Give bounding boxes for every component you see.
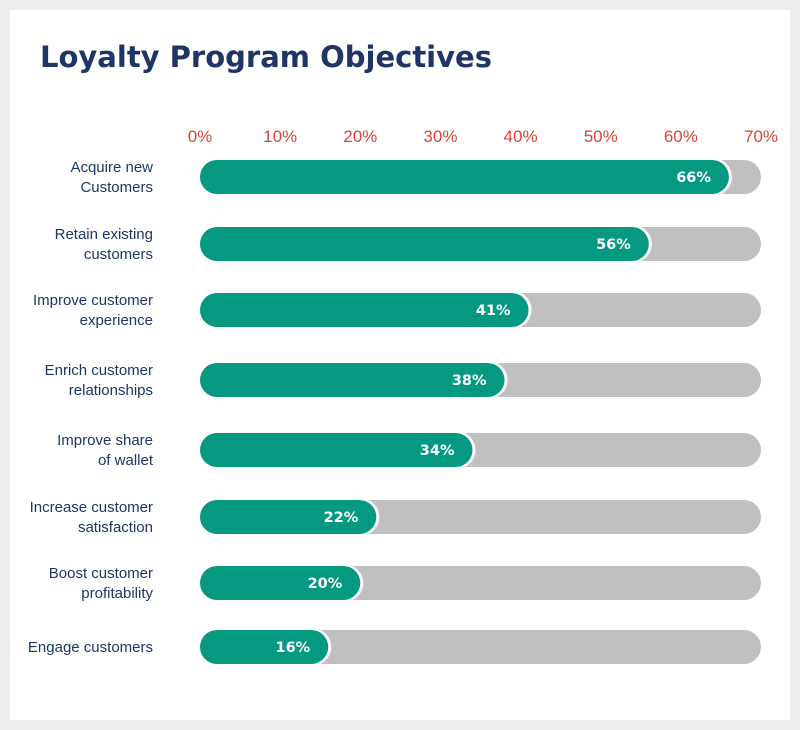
category-label-line: customers [84, 246, 153, 263]
bar [200, 160, 729, 194]
data-label: 38% [452, 373, 487, 389]
x-tick-label: 30% [423, 127, 457, 146]
data-label: 41% [476, 303, 511, 319]
bar-chart: 0% 10% 20% 30% 40% 50% 60% 70% 66% Acquire new Cus… [28, 127, 778, 666]
x-tick-label: 20% [343, 127, 377, 146]
category-label-line: profitability [81, 585, 153, 602]
chart-title: Loyalty Program Objectives [40, 40, 492, 74]
category-label-line: Customers [80, 179, 153, 196]
bar [200, 566, 361, 600]
category-label: Improve customer experience [33, 292, 153, 329]
category-label: Increase customer satisfaction [30, 499, 153, 536]
bar [200, 293, 529, 327]
category-label: Enrich customer relationships [45, 362, 153, 399]
category-label: Acquire new Customers [70, 159, 153, 196]
bar [200, 433, 473, 467]
data-label: 22% [324, 510, 359, 526]
x-tick-label: 50% [584, 127, 618, 146]
bar [200, 227, 649, 261]
category-label-line: Engage customers [28, 639, 153, 656]
bar [200, 630, 329, 664]
category-label: Improve share of wallet [57, 432, 154, 469]
category-label-line: Retain existing [55, 226, 153, 243]
category-label-line: satisfaction [78, 519, 153, 536]
x-tick-label: 0% [188, 127, 213, 146]
category-label-line: Boost customer [49, 565, 153, 582]
category-label-line: Improve share [57, 432, 153, 449]
category-label-line: Enrich customer [45, 362, 153, 379]
bar-track [200, 630, 761, 664]
x-tick-label: 10% [263, 127, 297, 146]
data-label: 34% [420, 443, 455, 459]
bar [200, 500, 377, 534]
category-label-line: Increase customer [30, 499, 153, 516]
category-label: Engage customers [28, 639, 153, 656]
data-label: 66% [676, 170, 711, 186]
chart-card: Loyalty Program Objectives 0% 10% 20% 30% 40… [10, 10, 790, 720]
category-label-line: experience [80, 312, 153, 329]
x-tick-label: 40% [504, 127, 538, 146]
category-label-line: Improve customer [33, 292, 153, 309]
category-label-line: of wallet [98, 452, 154, 469]
category-label-line: relationships [69, 382, 153, 399]
category-label-line: Acquire new [70, 159, 153, 176]
data-label: 16% [276, 640, 311, 656]
x-tick-label: 70% [744, 127, 778, 146]
x-tick-label: 60% [664, 127, 698, 146]
category-label: Boost customer profitability [49, 565, 154, 602]
data-label: 20% [308, 576, 343, 592]
data-label: 56% [596, 237, 631, 253]
category-label: Retain existing customers [55, 226, 153, 263]
bar [200, 363, 505, 397]
